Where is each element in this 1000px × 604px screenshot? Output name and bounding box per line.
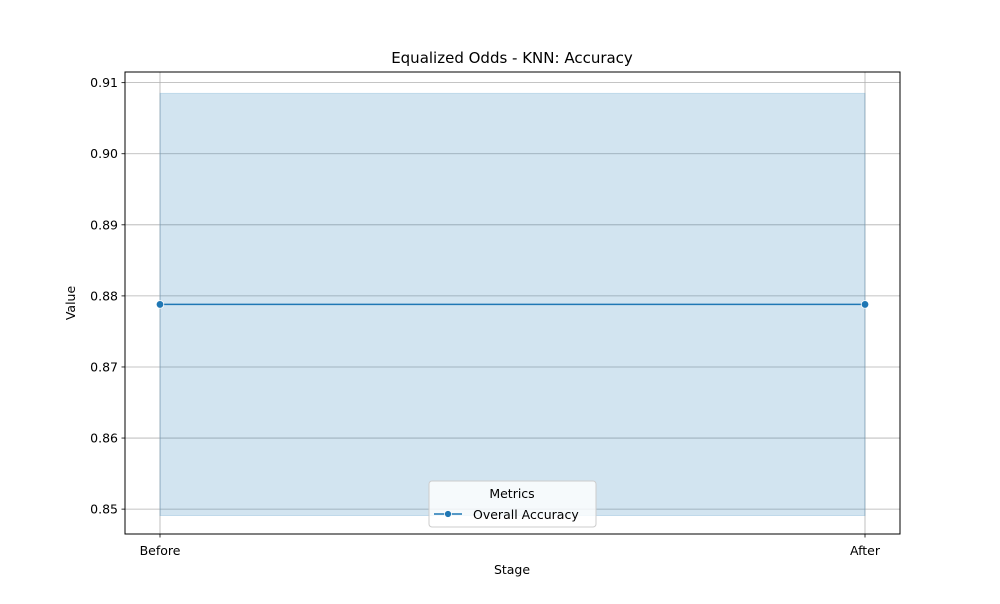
legend-title: Metrics — [489, 486, 534, 501]
y-tick-label: 0.86 — [90, 431, 118, 446]
x-axis-ticks: Before After — [140, 534, 881, 558]
legend-label-overall-accuracy: Overall Accuracy — [473, 507, 579, 522]
legend-point-marker — [444, 510, 452, 518]
y-tick-label: 0.90 — [90, 146, 118, 161]
y-axis-ticks: 0.85 0.86 0.87 0.88 0.89 0.90 0.91 — [90, 75, 125, 517]
data-point — [860, 300, 870, 309]
y-axis-label: Value — [63, 286, 78, 321]
legend-box — [428, 480, 597, 528]
y-tick-label: 0.88 — [90, 288, 118, 303]
y-tick-label: 0.91 — [90, 75, 118, 90]
x-tick-label: Before — [140, 543, 181, 558]
y-tick-label: 0.85 — [90, 502, 118, 517]
chart-title: Equalized Odds - KNN: Accuracy — [391, 49, 633, 67]
grid-lines — [125, 72, 900, 534]
legend: Metrics Overall Accuracy — [428, 480, 597, 528]
y-tick-label: 0.87 — [90, 359, 118, 374]
series-layer — [155, 300, 870, 309]
data-point — [155, 300, 165, 309]
y-tick-label: 0.89 — [90, 217, 118, 232]
x-axis-label: Stage — [494, 562, 530, 577]
x-tick-label: After — [850, 543, 881, 558]
plot-frame — [124, 71, 901, 535]
